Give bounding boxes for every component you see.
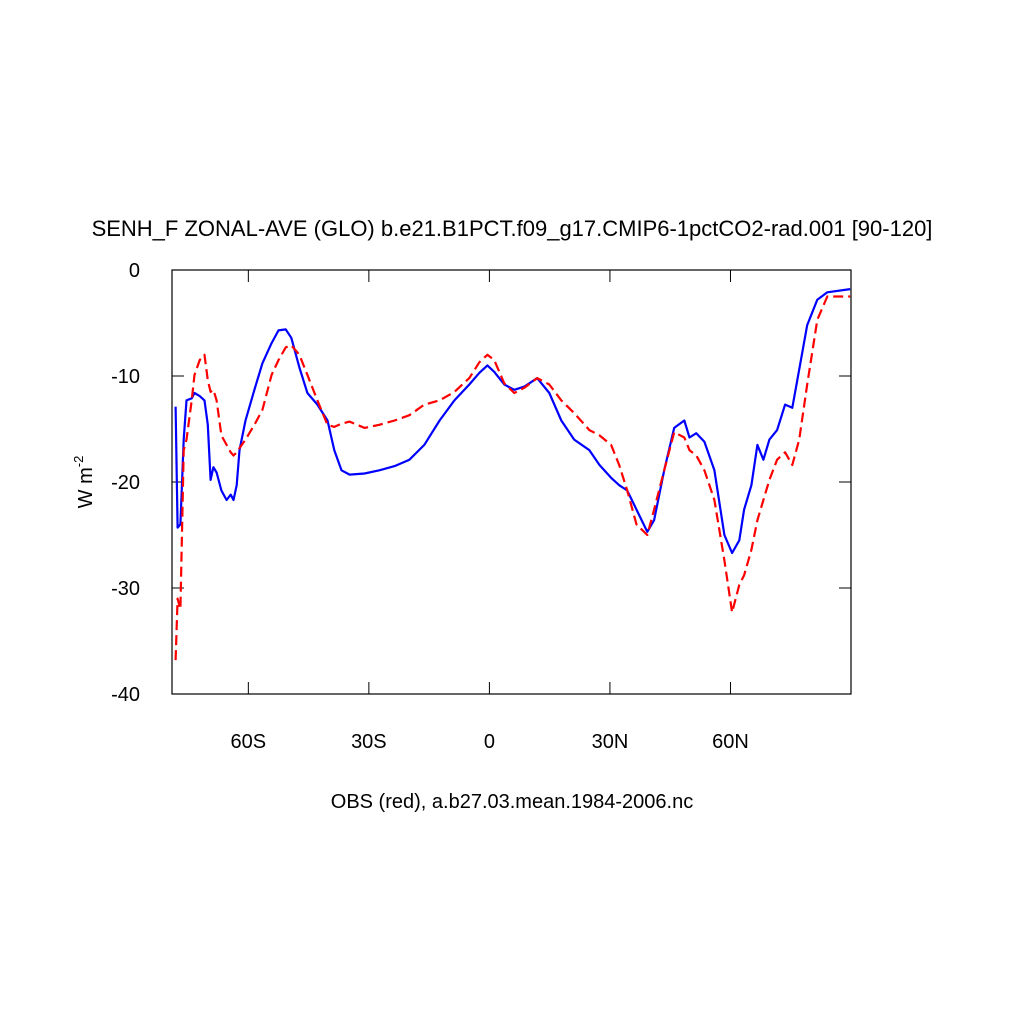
y-tick-label: -40 xyxy=(111,684,140,706)
x-tick-label: 30S xyxy=(351,731,387,753)
x-tick-label: 0 xyxy=(484,731,495,753)
x-tick-label: 60N xyxy=(712,731,749,753)
y-tick-label: 0 xyxy=(129,260,140,282)
x-axis-label: OBS (red), a.b27.03.mean.1984-2006.nc xyxy=(331,791,693,813)
y-label-text: W m xyxy=(75,467,97,508)
x-tick-label: 60S xyxy=(231,731,267,753)
y-axis-label: W m-2 xyxy=(71,456,97,509)
series-line xyxy=(174,288,851,555)
y-tick-label: -10 xyxy=(111,366,140,388)
plot-frame xyxy=(171,269,852,695)
x-tick-label: 30N xyxy=(592,731,629,753)
y-tick-label: -30 xyxy=(111,578,140,600)
series-line xyxy=(174,295,851,661)
chart-title: SENH_F ZONAL-AVE (GLO) b.e21.B1PCT.f09_g… xyxy=(92,216,933,241)
y-tick-label: -20 xyxy=(111,472,140,494)
y-label-superscript: -2 xyxy=(71,456,86,468)
